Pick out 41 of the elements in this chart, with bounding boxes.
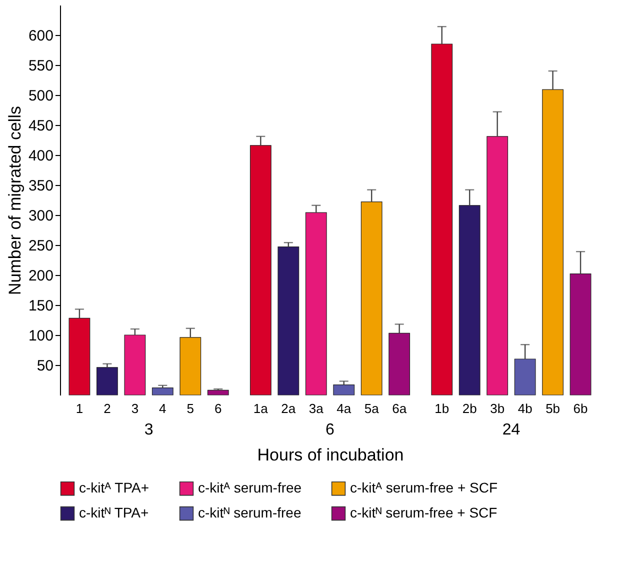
- y-tick-label: 50: [36, 358, 54, 374]
- text: 5b: [546, 401, 560, 416]
- y-tick-label: 150: [28, 298, 54, 314]
- legend-label: c-kitᴺ serum-free + SCF: [350, 504, 498, 520]
- y-tick-label: 100: [28, 328, 54, 344]
- legend-label: c-kitᴬ serum-free + SCF: [350, 480, 498, 496]
- text: 3: [131, 401, 139, 416]
- y-tick-label: 400: [28, 148, 54, 164]
- text: 2: [104, 401, 111, 416]
- text: 1a: [253, 401, 269, 416]
- x-tick-label: 6: [326, 422, 335, 438]
- x-tick-label: 24: [502, 422, 520, 438]
- text: 5: [186, 401, 194, 416]
- text: 3a: [308, 401, 324, 416]
- text: 2a: [281, 401, 296, 416]
- y-tick-label: 450: [28, 118, 54, 134]
- y-tick-label: 550: [28, 58, 54, 74]
- legend-label: c-kitᴬ TPA+: [79, 480, 150, 496]
- text: 4b: [518, 401, 532, 416]
- y-tick-label: 200: [28, 268, 54, 284]
- text: 1: [76, 401, 84, 416]
- legend-label: c-kitᴺ TPA+: [79, 504, 149, 520]
- y-tick-label: 600: [28, 28, 54, 44]
- text: 6b: [573, 401, 588, 416]
- x-tick-label: 3: [144, 422, 154, 438]
- y-tick-label: 350: [28, 178, 54, 194]
- text: 4: [159, 401, 166, 416]
- text: 5a: [364, 401, 380, 416]
- legend-label: c-kitᴺ serum-free: [198, 504, 302, 520]
- x-axis-title: Hours of incubation: [257, 446, 404, 464]
- text: 3b: [490, 401, 505, 416]
- y-tick-label: 250: [28, 238, 54, 254]
- y-tick-label: 500: [28, 88, 54, 104]
- text: 4a: [336, 401, 352, 416]
- legend-label: c-kitᴬ serum-free: [198, 480, 302, 496]
- y-tick-label: 300: [28, 208, 54, 224]
- text: 6: [214, 401, 222, 416]
- text: 6a: [392, 401, 408, 416]
- y-axis-title: Number of migrated cells: [5, 106, 24, 295]
- text: 1b: [434, 401, 450, 416]
- text: 2b: [462, 401, 477, 416]
